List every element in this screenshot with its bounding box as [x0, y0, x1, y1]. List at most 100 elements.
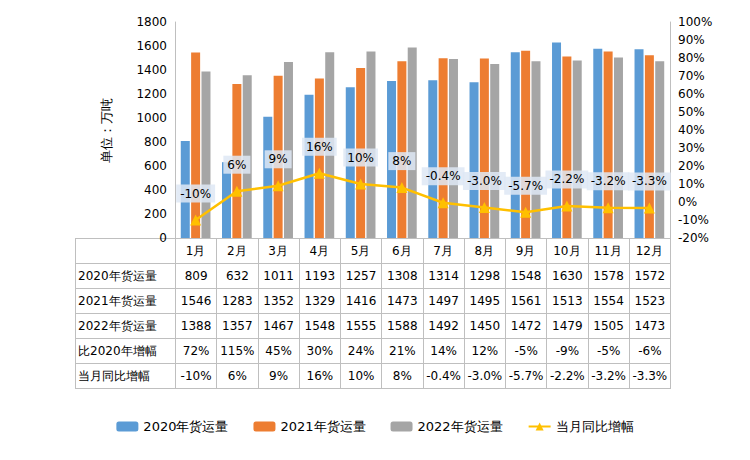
html-text:2020年货运量: 2020年货运量: [78, 268, 157, 283]
html-text:1473: 1473: [634, 319, 666, 333]
html-text:1555: 1555: [345, 319, 377, 333]
html-text:1630: 1630: [552, 269, 583, 283]
html-text:24%: 24%: [347, 344, 375, 358]
html-text:2021年货运量: 2021年货运量: [78, 293, 157, 308]
svg-text:16%: 16%: [306, 140, 333, 154]
html-text:1329: 1329: [304, 294, 336, 308]
svg-text:2021年货运量: 2021年货运量: [280, 419, 365, 434]
svg-text:10%: 10%: [347, 151, 374, 165]
html-text:1497: 1497: [428, 294, 459, 308]
html-text:1308: 1308: [387, 269, 418, 283]
svg-text:10月: 10月: [553, 244, 580, 258]
html-text:1548: 1548: [304, 319, 336, 333]
svg-text:单位：万吨: 单位：万吨: [99, 98, 114, 163]
html-text:72%: 72%: [182, 344, 210, 358]
svg-text:30%: 30%: [678, 141, 705, 155]
html-text:1472: 1472: [510, 319, 542, 333]
svg-text:-0.4%: -0.4%: [426, 169, 461, 183]
html-text:1467: 1467: [263, 319, 294, 333]
html-text:1352: 1352: [263, 294, 294, 308]
svg-text:-2.2%: -2.2%: [549, 172, 584, 186]
html-text:1572: 1572: [634, 269, 666, 283]
html-text:14%: 14%: [430, 344, 457, 358]
svg-text:9月: 9月: [516, 244, 536, 258]
svg-text:90%: 90%: [678, 33, 705, 47]
svg-text:800: 800: [144, 135, 167, 149]
svg-text:60%: 60%: [678, 87, 705, 101]
svg-text:6%: 6%: [227, 158, 246, 172]
html-text:1588: 1588: [387, 319, 418, 333]
svg-text:-10%: -10%: [678, 213, 709, 227]
svg-text:9%: 9%: [269, 152, 288, 166]
svg-text:70%: 70%: [678, 69, 705, 83]
svg-text:当月同比增幅: 当月同比增幅: [556, 419, 634, 434]
html-text:809: 809: [184, 269, 208, 283]
html-text:1561: 1561: [510, 294, 542, 308]
svg-text:1200: 1200: [136, 87, 167, 101]
svg-text:200: 200: [144, 207, 167, 221]
svg-text:80%: 80%: [678, 51, 705, 65]
html-text:1011: 1011: [263, 269, 294, 283]
svg-text:8月: 8月: [475, 244, 495, 258]
svg-text:-5.7%: -5.7%: [508, 179, 543, 193]
svg-text:50%: 50%: [678, 105, 705, 119]
html-text:1495: 1495: [469, 294, 501, 308]
html-text:1546: 1546: [180, 294, 212, 308]
html-text:1257: 1257: [345, 269, 377, 283]
html-text:1479: 1479: [552, 319, 583, 333]
svg-text:0: 0: [159, 231, 167, 245]
svg-text:3月: 3月: [268, 244, 288, 258]
html-text:1283: 1283: [222, 294, 253, 308]
html-text:当月同比增幅: 当月同比增幅: [78, 368, 150, 383]
html-text:45%: 45%: [265, 344, 292, 358]
html-text:1505: 1505: [593, 319, 624, 333]
html-text:1523: 1523: [634, 294, 666, 308]
html-text:1554: 1554: [593, 294, 624, 308]
html-text:1473: 1473: [387, 294, 418, 308]
svg-text:-3.0%: -3.0%: [467, 174, 502, 188]
html-text:1492: 1492: [428, 319, 459, 333]
svg-text:-10%: -10%: [180, 187, 211, 201]
html-text:632: 632: [225, 269, 249, 283]
svg-text:2月: 2月: [227, 244, 247, 258]
svg-text:6月: 6月: [392, 244, 412, 258]
svg-text:20%: 20%: [678, 159, 705, 173]
svg-text:-20%: -20%: [678, 231, 709, 245]
html-text:比2020年增幅: 比2020年增幅: [78, 343, 157, 358]
svg-text:1月: 1月: [186, 244, 206, 258]
svg-text:2022年货运量: 2022年货运量: [418, 419, 503, 434]
html-text:1388: 1388: [180, 319, 212, 333]
svg-text:-3.3%: -3.3%: [632, 174, 667, 188]
html-text:1193: 1193: [304, 269, 336, 283]
html-text:1298: 1298: [469, 269, 501, 283]
svg-text:600: 600: [144, 159, 167, 173]
html-text:1450: 1450: [469, 319, 501, 333]
svg-text:12月: 12月: [636, 244, 663, 258]
html-text:1578: 1578: [593, 269, 624, 283]
svg-text:1400: 1400: [136, 63, 167, 77]
html-text:1357: 1357: [222, 319, 253, 333]
html-text:2022年货运量: 2022年货运量: [78, 318, 157, 333]
html-text:30%: 30%: [306, 344, 334, 358]
html-text:1513: 1513: [552, 294, 583, 308]
svg-text:100%: 100%: [678, 15, 712, 29]
html-text:21%: 21%: [389, 344, 416, 358]
svg-text:40%: 40%: [678, 123, 705, 137]
html-text:1548: 1548: [510, 269, 542, 283]
svg-text:5月: 5月: [351, 244, 371, 258]
svg-text:4月: 4月: [310, 244, 330, 258]
svg-text:7月: 7月: [433, 244, 453, 258]
svg-text:11月: 11月: [594, 244, 621, 258]
svg-text:1800: 1800: [136, 15, 167, 29]
html-text:115%: 115%: [220, 344, 255, 358]
svg-text:1600: 1600: [136, 39, 167, 53]
html-text:1314: 1314: [428, 269, 459, 283]
svg-text:400: 400: [144, 183, 167, 197]
svg-text:1000: 1000: [136, 111, 167, 125]
svg-text:-3.2%: -3.2%: [591, 174, 626, 188]
svg-text:2020年货运量: 2020年货运量: [143, 419, 228, 434]
svg-text:10%: 10%: [678, 177, 705, 191]
html-text:1416: 1416: [345, 294, 377, 308]
svg-text:0%: 0%: [678, 195, 697, 209]
svg-text:8%: 8%: [392, 154, 411, 168]
